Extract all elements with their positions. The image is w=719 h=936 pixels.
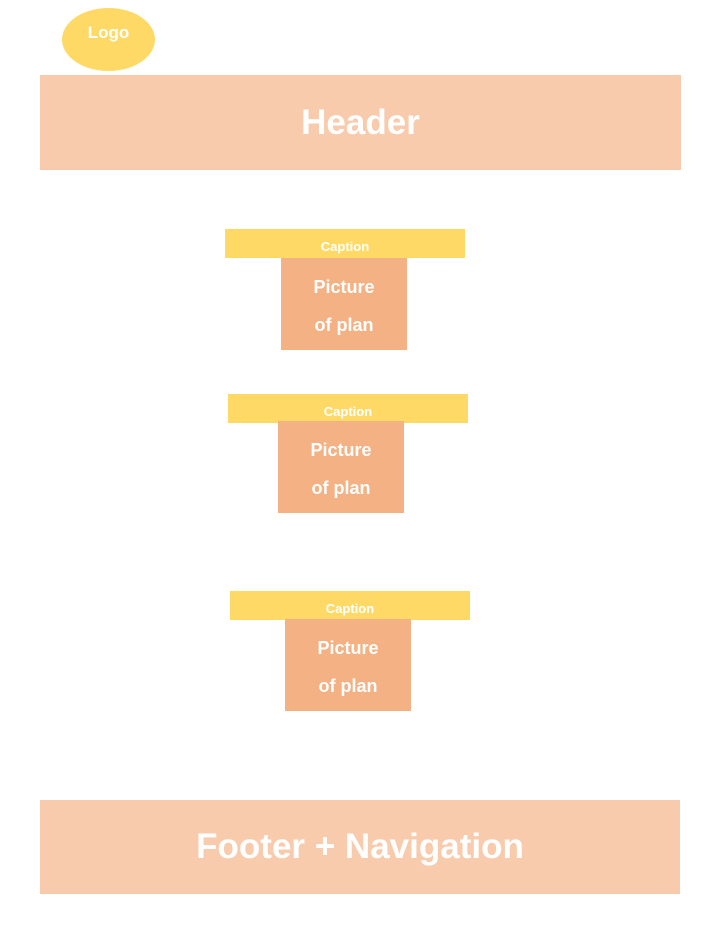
plan-caption-label: Caption: [323, 404, 373, 419]
plan-picture[interactable]: Picture of plan: [281, 258, 407, 350]
plan-picture-label-line1: Picture: [310, 440, 372, 460]
plan-caption-label: Caption: [320, 239, 370, 254]
plan-picture[interactable]: Picture of plan: [285, 619, 411, 711]
plan-picture-label-line1: Picture: [317, 638, 379, 658]
plan-picture-label-line1: Picture: [313, 277, 375, 297]
plan-picture[interactable]: Picture of plan: [278, 421, 404, 513]
plan-caption: Caption: [230, 591, 470, 620]
plan-picture-label-line2: of plan: [314, 315, 374, 335]
header-label: Header: [301, 102, 420, 142]
logo-label: Logo: [87, 23, 130, 42]
plan-picture-label-line2: of plan: [318, 676, 378, 696]
plan-caption-label: Caption: [325, 601, 375, 616]
plan-caption: Caption: [225, 229, 465, 258]
footer-navigation[interactable]: Footer + Navigation: [40, 800, 680, 894]
plan-caption: Caption: [228, 394, 468, 423]
header: Header: [40, 75, 681, 170]
footer-label: Footer + Navigation: [196, 827, 524, 866]
plan-picture-label-line2: of plan: [311, 478, 371, 498]
logo[interactable]: Logo: [62, 8, 155, 71]
